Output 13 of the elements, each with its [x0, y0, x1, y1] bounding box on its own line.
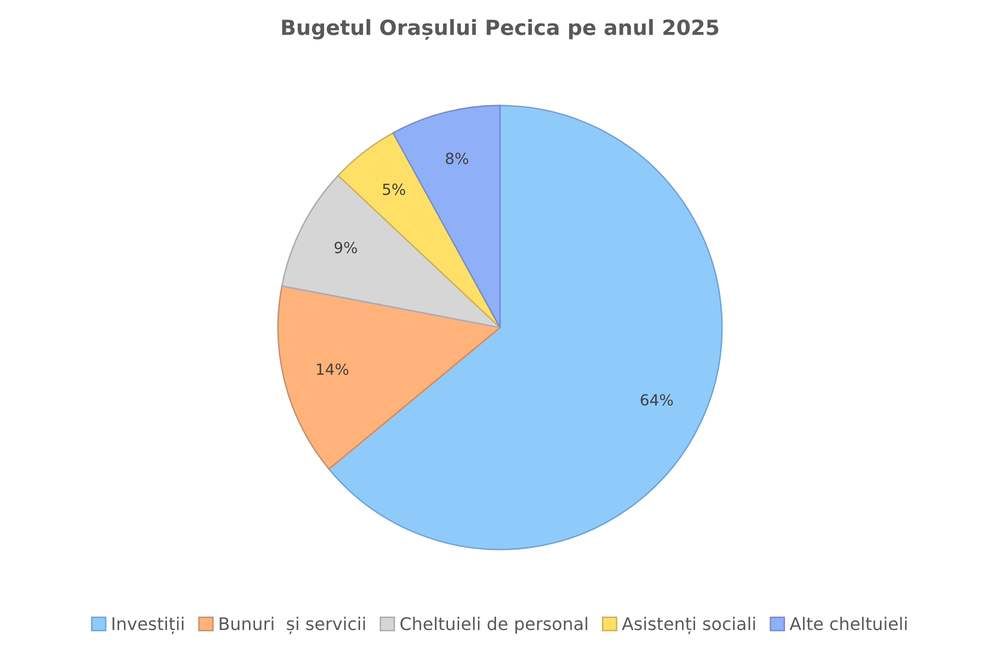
data-label: 64% — [640, 394, 673, 406]
legend-label: Bunuri și servicii — [220, 616, 365, 634]
legend-label: Asistenți sociali — [622, 616, 755, 634]
data-label: 14% — [316, 363, 348, 375]
legend-label: Investiții — [112, 616, 184, 634]
data-label: 9% — [334, 242, 357, 254]
legend-label: Cheltuieli de personal — [400, 616, 588, 634]
pie-slice — [277, 285, 501, 470]
legend-label: Alte cheltuieli — [790, 616, 907, 630]
data-label: 5% — [382, 184, 406, 196]
pie-slice — [281, 174, 501, 328]
chart-title: Bugetul Orașului Pecica pe anul 2025 — [282, 19, 718, 40]
data-label: 8% — [446, 152, 468, 164]
